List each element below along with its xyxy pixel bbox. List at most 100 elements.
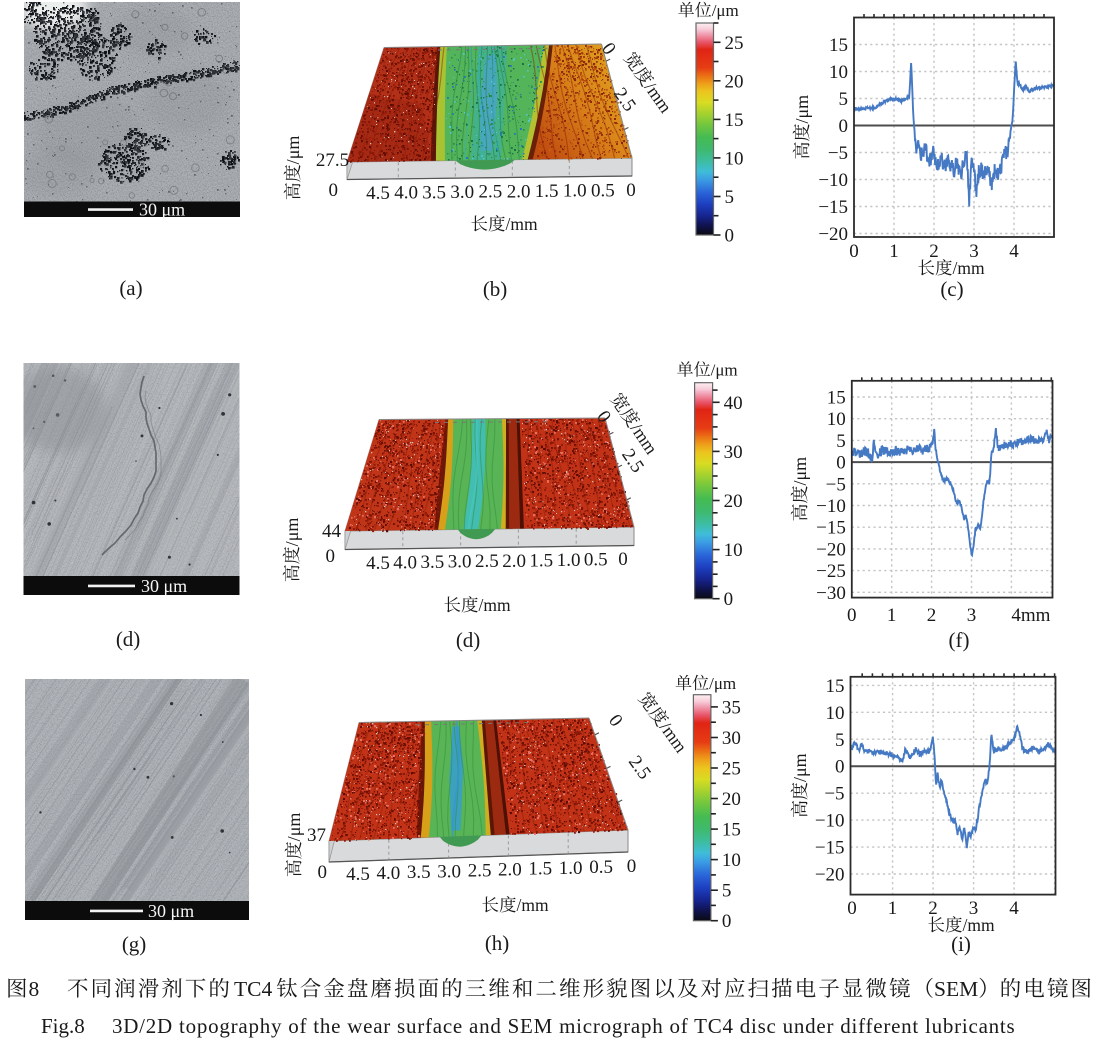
svg-text:−20: −20 — [816, 539, 846, 560]
svg-text:2.5: 2.5 — [475, 551, 499, 572]
svg-text:37: 37 — [307, 825, 326, 846]
svg-text:−5: −5 — [824, 784, 844, 805]
svg-text:0: 0 — [329, 180, 339, 201]
svg-text:0: 0 — [318, 862, 328, 883]
svg-text:44: 44 — [322, 521, 342, 542]
svg-text:0: 0 — [847, 898, 857, 919]
svg-text:30 μm: 30 μm — [139, 200, 185, 220]
svg-text:3: 3 — [969, 241, 979, 262]
svg-text:20: 20 — [725, 71, 744, 92]
svg-text:0: 0 — [722, 911, 732, 932]
svg-text:(g): (g) — [122, 932, 147, 956]
svg-text:−25: −25 — [816, 561, 846, 582]
svg-text:1.5: 1.5 — [528, 859, 552, 880]
svg-text:/mm: /mm — [506, 214, 538, 234]
svg-text:/μm: /μm — [712, 1, 739, 20]
svg-text:4.5: 4.5 — [346, 864, 370, 885]
svg-text:10: 10 — [827, 409, 846, 430]
svg-text:TC4: TC4 — [234, 977, 272, 1001]
svg-text:5: 5 — [725, 187, 735, 208]
svg-text:4: 4 — [1009, 241, 1019, 262]
svg-text:1.0: 1.0 — [559, 858, 583, 879]
svg-text:−30: −30 — [816, 583, 846, 604]
svg-text:/mm: /mm — [963, 915, 995, 935]
svg-text:3.5: 3.5 — [407, 862, 431, 883]
svg-text:0: 0 — [835, 757, 845, 778]
svg-text:/mm: /mm — [479, 595, 511, 615]
svg-text:/μm: /μm — [711, 361, 738, 380]
svg-text:1: 1 — [888, 898, 898, 919]
svg-text:30 μm: 30 μm — [148, 901, 194, 921]
svg-text:0: 0 — [725, 226, 735, 247]
svg-text:(d): (d) — [116, 627, 141, 651]
svg-text:−20: −20 — [815, 865, 845, 886]
svg-text:3D/2D topography of the wear s: 3D/2D topography of the wear surface and… — [112, 1014, 1015, 1038]
svg-text:0.5: 0.5 — [589, 857, 613, 878]
svg-text:0: 0 — [724, 589, 734, 610]
svg-text:/μm: /μm — [709, 674, 736, 693]
svg-text:30 μm: 30 μm — [141, 576, 187, 596]
svg-text:2.0: 2.0 — [507, 181, 531, 202]
svg-text:2: 2 — [929, 241, 939, 262]
svg-text:0: 0 — [839, 116, 849, 137]
svg-text:0: 0 — [836, 453, 846, 474]
svg-text:−10: −10 — [818, 170, 848, 191]
svg-text:−5: −5 — [828, 143, 848, 164]
svg-text:0: 0 — [849, 241, 859, 262]
svg-text:40: 40 — [724, 393, 743, 414]
svg-text:4.0: 4.0 — [394, 183, 418, 204]
svg-text:10: 10 — [829, 62, 848, 83]
svg-text:3.5: 3.5 — [422, 182, 446, 203]
svg-text:0.5: 0.5 — [584, 549, 608, 570]
svg-text:(i): (i) — [951, 932, 971, 956]
svg-text:1.5: 1.5 — [529, 550, 553, 571]
svg-text:3.0: 3.0 — [448, 552, 472, 573]
svg-text:30: 30 — [722, 728, 741, 749]
svg-text:4.0: 4.0 — [393, 553, 417, 574]
svg-text:−15: −15 — [815, 838, 845, 859]
svg-text:4.5: 4.5 — [366, 553, 390, 574]
svg-text:−10: −10 — [815, 811, 845, 832]
svg-text:10: 10 — [725, 148, 744, 169]
svg-text:−15: −15 — [818, 197, 848, 218]
svg-text:(c): (c) — [940, 277, 963, 301]
svg-text:35: 35 — [722, 697, 741, 718]
svg-text:10: 10 — [722, 850, 741, 871]
svg-text:/μm: /μm — [792, 95, 812, 124]
svg-text:30: 30 — [724, 442, 743, 463]
svg-text:/μm: /μm — [790, 457, 810, 486]
svg-text:5: 5 — [839, 89, 849, 110]
svg-text:15: 15 — [826, 676, 845, 697]
svg-text:0: 0 — [627, 856, 637, 877]
svg-text:15: 15 — [829, 35, 848, 56]
svg-text:/μm: /μm — [283, 136, 303, 165]
svg-text:−10: −10 — [816, 496, 846, 517]
svg-text:2.0: 2.0 — [502, 551, 526, 572]
svg-text:2.5: 2.5 — [468, 860, 492, 881]
svg-text:15: 15 — [827, 388, 846, 409]
svg-text:15: 15 — [722, 820, 741, 841]
svg-text:20: 20 — [724, 491, 743, 512]
svg-text:(h): (h) — [485, 931, 510, 955]
svg-text:3.0: 3.0 — [437, 861, 461, 882]
svg-text:1: 1 — [889, 241, 899, 262]
svg-text:/μm: /μm — [790, 753, 810, 782]
svg-text:0: 0 — [326, 546, 336, 567]
svg-text:/mm: /mm — [953, 258, 985, 278]
svg-text:20: 20 — [722, 789, 741, 810]
svg-text:1.0: 1.0 — [557, 550, 581, 571]
svg-text:1: 1 — [887, 605, 897, 626]
svg-text:5: 5 — [722, 881, 732, 902]
svg-text:4: 4 — [1009, 898, 1019, 919]
svg-text:SEM: SEM — [934, 977, 978, 1001]
svg-text:0: 0 — [847, 605, 857, 626]
svg-text:4mm: 4mm — [1011, 605, 1050, 626]
svg-text:4.5: 4.5 — [366, 183, 390, 204]
svg-text:/μm: /μm — [284, 813, 304, 842]
svg-text:(b): (b) — [483, 277, 508, 301]
svg-text:25: 25 — [725, 33, 744, 54]
svg-text:1.0: 1.0 — [563, 181, 587, 202]
svg-text:(d): (d) — [456, 628, 481, 652]
svg-text:(a): (a) — [119, 276, 142, 300]
svg-text:−20: −20 — [818, 224, 848, 245]
